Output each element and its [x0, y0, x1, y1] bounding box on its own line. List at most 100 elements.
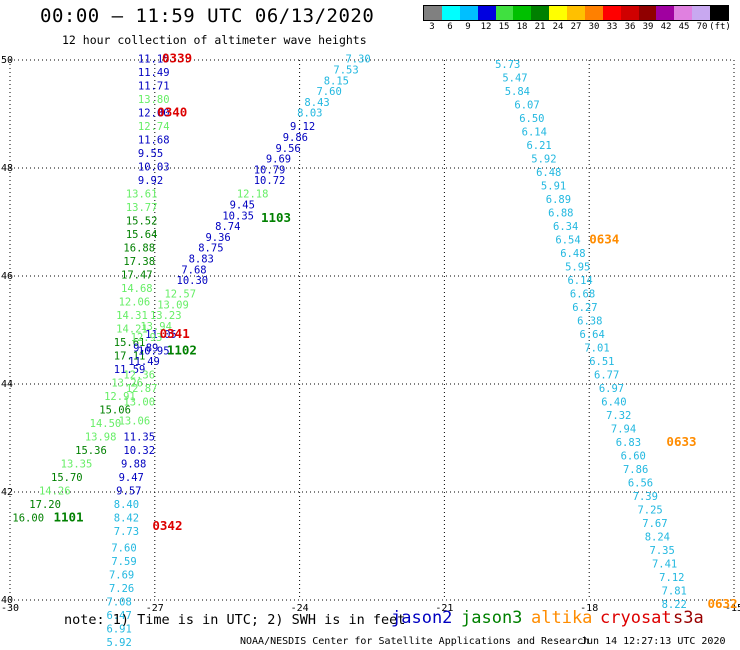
wave-height-value: 6.64	[580, 329, 605, 341]
wave-height-value: 7.69	[109, 569, 134, 581]
wave-height-value: 11.49	[138, 67, 170, 79]
page-subtitle: 12 hour collection of altimeter wave hei…	[62, 33, 367, 47]
wave-height-value: 8.74	[215, 221, 240, 233]
lon-tick-label: -21	[435, 603, 453, 614]
wave-height-value: 16.00	[12, 513, 44, 525]
wave-height-value: 17.38	[123, 256, 155, 268]
wave-height-value: 7.73	[114, 526, 139, 538]
wave-height-value: 10.30	[177, 275, 209, 287]
wave-height-value: 6.07	[514, 100, 539, 112]
pass-time-label: 1103	[261, 210, 291, 225]
wave-height-value: 7.59	[111, 556, 136, 568]
wave-height-value: 5.73	[495, 59, 520, 71]
color-scale-label: 27	[570, 22, 582, 32]
lon-tick-label: -18	[580, 603, 598, 614]
wave-height-value: 14.50	[90, 418, 122, 430]
wave-height-value: 9.45	[230, 200, 255, 212]
generation-timestamp: Jun 14 12:27:13 UTC 2020	[581, 636, 726, 647]
wave-height-value: 5.91	[541, 181, 566, 193]
wave-height-value: 12.18	[237, 189, 269, 201]
color-scale-label: 21	[534, 22, 546, 32]
wave-height-value: 12.57	[164, 289, 196, 301]
wave-height-value: 13.98	[85, 432, 117, 444]
wave-height-value: 15.64	[126, 229, 158, 241]
color-swatch	[424, 6, 442, 20]
wave-height-value: 9.56	[275, 143, 300, 155]
wave-height-value: 13.09	[157, 299, 189, 311]
legend-cryosat: cryosat	[600, 608, 672, 628]
wave-height-value: 7.86	[623, 464, 648, 476]
wave-height-value: 6.34	[553, 221, 578, 233]
wave-height-value: 6.14	[567, 275, 592, 287]
wave-height-value: 17.11	[114, 351, 146, 363]
color-scale-label: 30	[588, 22, 600, 32]
color-scale-label: 15	[498, 22, 510, 32]
wave-height-value: 15.52	[126, 216, 158, 228]
wave-height-value: 8.24	[645, 532, 670, 544]
wave-height-value: 17.47	[121, 270, 153, 282]
wave-height-value: 6.97	[599, 383, 624, 395]
color-swatch	[638, 6, 657, 20]
wave-height-value: 13.80	[138, 94, 170, 106]
wave-height-value: 17.20	[29, 499, 61, 511]
wave-height-value: 8.40	[114, 499, 139, 511]
lon-tick-label: -30	[1, 603, 19, 614]
pass-time-label: 0634	[589, 232, 619, 247]
color-scale-label: 12	[480, 22, 492, 32]
color-swatch	[674, 6, 693, 20]
color-swatch	[620, 6, 639, 20]
wave-height-value: 7.67	[642, 518, 667, 530]
color-swatch	[441, 6, 460, 20]
pass-time-label: 0342	[152, 518, 182, 533]
wave-height-value: 6.27	[572, 302, 597, 314]
wave-height-value: 8.03	[297, 108, 322, 120]
color-swatch	[584, 6, 603, 20]
wave-height-value: 13.35	[61, 459, 93, 471]
wave-height-value: 7.30	[345, 54, 370, 66]
color-scale-label: 70	[696, 22, 708, 32]
legend-altika: altika	[531, 608, 593, 628]
color-scale-label: 33	[606, 22, 618, 32]
wave-height-value: 11.15	[138, 54, 170, 66]
footer-note: note: 1) Time is in UTC; 2) SWH is in fe…	[64, 612, 406, 628]
wave-height-value: 14.68	[121, 283, 153, 295]
wave-height-value: 9.47	[119, 472, 144, 484]
wave-height-value: 10.72	[254, 175, 286, 187]
wave-height-value: 6.14	[522, 127, 547, 139]
wave-height-value: 12.74	[138, 121, 170, 133]
wave-height-value: 9.92	[138, 175, 163, 187]
color-scale-label: 3	[429, 22, 435, 32]
wave-height-value: 9.89	[133, 343, 158, 355]
wave-height-value: 15.61	[114, 337, 146, 349]
wave-height-value: 7.25	[637, 505, 662, 517]
wave-height-value: 13.61	[126, 189, 158, 201]
wave-height-value: 6.48	[536, 167, 561, 179]
wave-height-value: 7.26	[109, 583, 134, 595]
pass-time-label: 0340	[157, 105, 187, 120]
wave-height-value: 7.08	[107, 596, 132, 608]
wave-height-value: 6.50	[519, 113, 544, 125]
wave-height-value: 7.68	[181, 264, 206, 276]
wave-height-value: 9.36	[205, 232, 230, 244]
color-scale-label: 45	[678, 22, 690, 32]
wave-height-value: 5.92	[107, 637, 132, 649]
wave-height-value: 9.69	[266, 154, 291, 166]
color-swatch	[477, 6, 496, 20]
wave-height-value: 15.36	[75, 445, 107, 457]
wave-height-value: 10.79	[254, 164, 286, 176]
wave-height-value: 6.38	[577, 316, 602, 328]
wave-height-value: 8.42	[114, 513, 139, 525]
wave-height-value: 9.86	[283, 132, 308, 144]
legend-jason3: jason3	[461, 608, 523, 628]
wave-height-value: 8.22	[662, 599, 687, 611]
wave-height-value: 10.03	[138, 162, 170, 174]
wave-height-value: 11.71	[138, 81, 170, 93]
pass-time-label: 1101	[53, 510, 83, 525]
color-swatch	[567, 6, 585, 20]
wave-height-value: 6.83	[616, 437, 641, 449]
color-scale-label: 42	[660, 22, 672, 32]
pass-time-label: 0632	[707, 596, 737, 611]
color-scale-labels: 3 6 9 12 15 18 21 24 27 30 33 36 39 42 45 70 (ft)	[423, 22, 731, 34]
color-swatch	[656, 6, 675, 20]
wave-height-value: 6.48	[560, 248, 585, 260]
